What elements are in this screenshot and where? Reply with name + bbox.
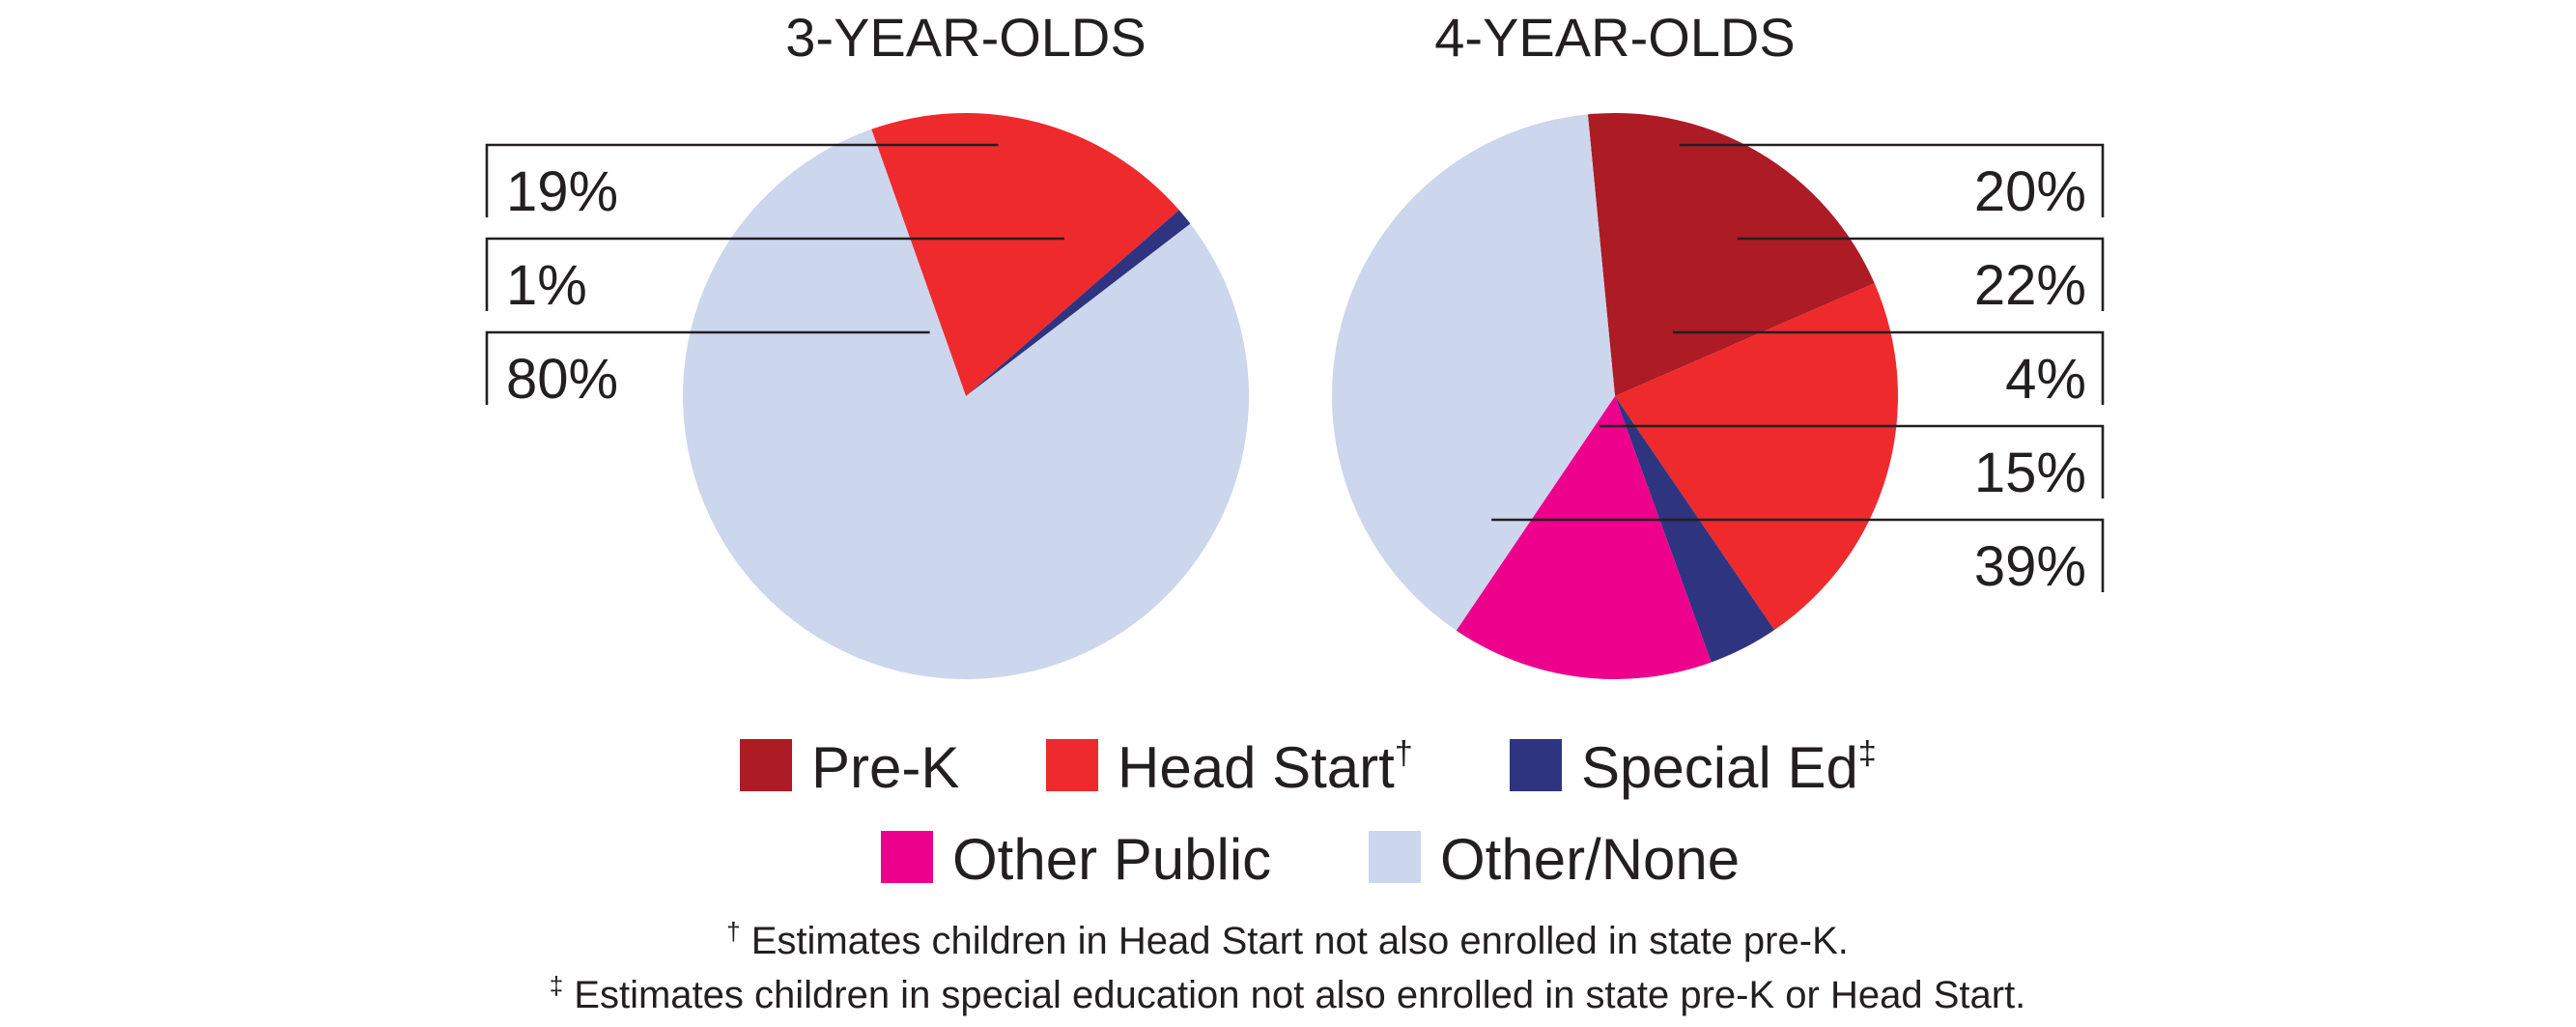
leader-line-head-start bbox=[1737, 237, 2105, 311]
pie-4-year-olds: 4-YEAR-OLDS 20% 22% 4% 15% 39% bbox=[1332, 7, 2105, 679]
pie-slice-special-ed bbox=[966, 210, 1191, 396]
footnote-symbol: ‡ bbox=[550, 971, 563, 1000]
pies-group: 3-YEAR-OLDS 19% 1% 80% 4-YEAR-OLDS 20% 22% 4% 15… bbox=[485, 7, 2105, 680]
pie-slice-pre-k bbox=[1587, 113, 1875, 396]
leader-line-other-none bbox=[1491, 518, 2105, 592]
footnote-symbol: † bbox=[726, 917, 740, 946]
legend-footnote-marker: ‡ bbox=[1858, 735, 1877, 772]
leader-line-head-start bbox=[485, 143, 999, 217]
pie-slice-head-start bbox=[871, 113, 1179, 396]
legend-footnote-marker: † bbox=[1395, 735, 1413, 772]
legend-item-special-ed: Special Ed‡ bbox=[1510, 735, 1877, 800]
pie-slice-other-none bbox=[683, 128, 1250, 680]
legend-label: Other/None bbox=[1440, 827, 1740, 892]
pct-label-other-none: 39% bbox=[1974, 535, 2086, 598]
pie-title: 3-YEAR-OLDS bbox=[785, 7, 1146, 68]
legend-label: Head Start† bbox=[1118, 735, 1413, 800]
legend-item-head-start: Head Start† bbox=[1046, 735, 1413, 800]
pct-label-head-start: 19% bbox=[506, 160, 618, 223]
legend-swatch bbox=[1510, 739, 1562, 791]
legend-label: Pre-K bbox=[811, 735, 959, 800]
pie-slice-special-ed bbox=[1615, 396, 1775, 663]
legend: Pre-K Head Start† Special Ed‡ Other Public O… bbox=[740, 735, 1877, 892]
leader-line-other-none bbox=[485, 330, 930, 405]
legend-swatch bbox=[881, 831, 933, 883]
pct-label-pre-k: 20% bbox=[1974, 160, 2086, 223]
pct-label-special-ed: 4% bbox=[2005, 348, 2086, 411]
pie-3-year-olds: 3-YEAR-OLDS 19% 1% 80% bbox=[485, 7, 1250, 680]
legend-label: Special Ed‡ bbox=[1581, 735, 1877, 800]
legend-item-other-public: Other Public bbox=[881, 827, 1271, 892]
pie-slice-head-start bbox=[1615, 283, 1899, 631]
legend-item-pre-k: Pre-K bbox=[740, 735, 959, 800]
pct-label-other-none: 80% bbox=[506, 348, 618, 411]
pie-title: 4-YEAR-OLDS bbox=[1434, 7, 1795, 68]
legend-swatch bbox=[1046, 739, 1098, 791]
leader-line-pre-k bbox=[1679, 143, 2105, 217]
legend-swatch bbox=[740, 739, 792, 791]
footnote-text: Estimates children in Head Start not als… bbox=[741, 920, 1849, 962]
footnotes: † Estimates children in Head Start not a… bbox=[550, 917, 2026, 1016]
pie-slice-other-public bbox=[1456, 396, 1712, 679]
leader-line-special-ed bbox=[1673, 330, 2105, 405]
footnote-1: † Estimates children in Head Start not a… bbox=[726, 917, 1849, 962]
pct-label-head-start: 22% bbox=[1974, 254, 2086, 317]
legend-swatch bbox=[1369, 831, 1421, 883]
legend-label: Other Public bbox=[952, 827, 1271, 892]
footnote-2: ‡ Estimates children in special educatio… bbox=[550, 971, 2026, 1016]
pie-slice-other-none bbox=[1332, 114, 1615, 631]
leader-line-special-ed bbox=[485, 237, 1064, 311]
footnote-text: Estimates children in special education … bbox=[563, 974, 2025, 1016]
pct-label-special-ed: 1% bbox=[506, 254, 587, 317]
leader-line-other-public bbox=[1599, 424, 2105, 499]
pct-label-other-public: 15% bbox=[1974, 442, 2086, 504]
legend-item-other-none: Other/None bbox=[1369, 827, 1740, 892]
